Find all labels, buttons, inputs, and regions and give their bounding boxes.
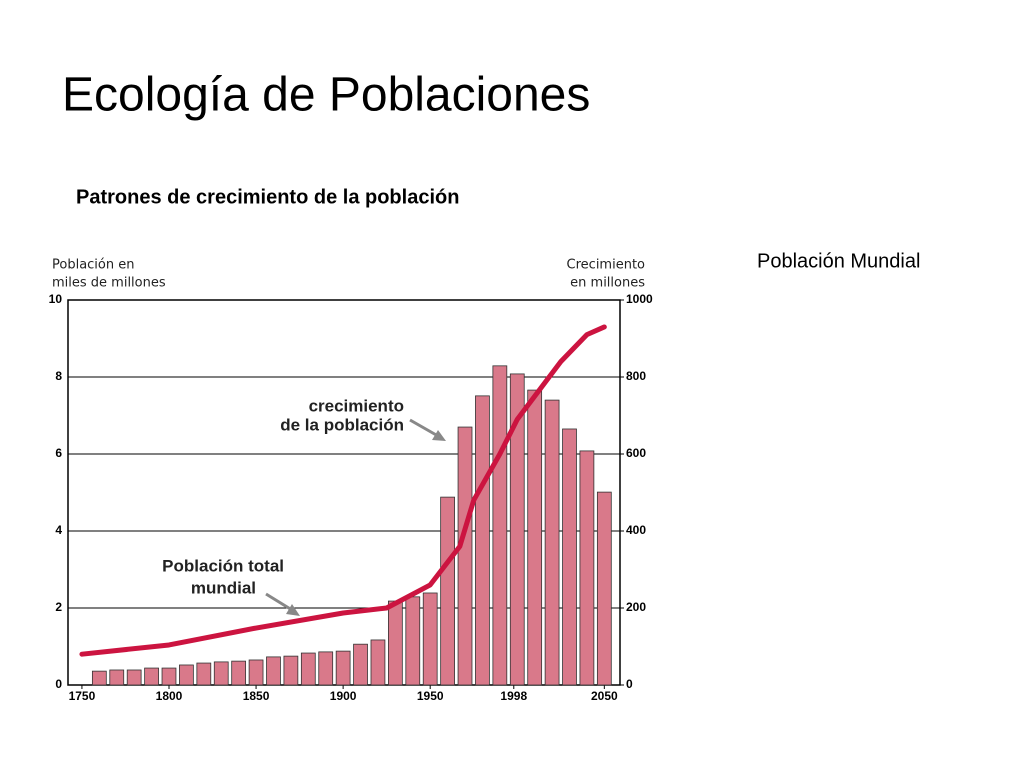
x-tick-label: 1900	[330, 689, 357, 703]
bar	[300, 652, 316, 686]
y2-tick-label: 0	[626, 677, 633, 691]
y2-tick-label: 400	[626, 523, 646, 537]
bar	[248, 659, 264, 686]
slide-title: Ecología de Poblaciones	[62, 69, 590, 122]
annotation: crecimiento	[309, 396, 404, 415]
plot: 0 2 4 6 8 10 0 200 400 600 800 1000 1750 1800 1850 1900…	[49, 292, 653, 703]
bar	[544, 399, 560, 686]
bar	[179, 664, 194, 686]
bar	[492, 365, 508, 686]
bar	[266, 656, 281, 686]
annotation: Población total	[162, 556, 284, 575]
y-tick-label: 6	[55, 446, 62, 460]
bar	[388, 600, 403, 686]
x-tick-label: 2050	[591, 689, 618, 703]
line	[79, 324, 607, 657]
bar	[596, 491, 612, 686]
bar	[283, 655, 299, 686]
bar	[318, 651, 334, 686]
bar	[213, 661, 229, 686]
arrows	[265, 418, 446, 616]
bar	[144, 667, 159, 686]
y-tick-label: 8	[55, 369, 62, 383]
bar	[440, 496, 455, 686]
y2-tick-label: 600	[626, 446, 646, 460]
bar	[353, 643, 368, 686]
bar	[579, 450, 595, 686]
bar	[527, 389, 543, 686]
y-tick-label: 4	[55, 523, 62, 537]
slide-subtitle: Patrones de crecimiento de la población	[76, 186, 459, 208]
y-tick-label: 0	[55, 677, 62, 691]
bar	[161, 667, 177, 686]
y2-tick-label: 800	[626, 369, 646, 383]
y-axis-label: miles de millones	[52, 276, 166, 291]
y2-tick-label: 200	[626, 600, 646, 614]
y-tick-label: 2	[55, 600, 62, 614]
y-axis-label: Población en	[52, 258, 134, 273]
bar	[91, 670, 107, 686]
y2-axis-label: Crecimiento	[567, 258, 646, 273]
y2-tick-label: 1000	[626, 292, 653, 306]
bar	[562, 428, 577, 686]
annotation: de la población	[280, 415, 404, 434]
bar	[509, 373, 525, 686]
x-tick-label: 1850	[243, 689, 270, 703]
bar	[335, 650, 351, 686]
x-tick-label: 1998	[500, 689, 527, 703]
y2-axis-label: en millones	[570, 276, 645, 291]
bar	[457, 426, 473, 686]
bar	[475, 395, 490, 686]
bar	[231, 660, 247, 686]
x-tick-label: 1950	[417, 689, 444, 703]
x-tick-label: 1750	[69, 689, 96, 703]
bar	[126, 669, 142, 686]
caption: Población Mundial	[757, 250, 920, 272]
x-tick-label: 1800	[156, 689, 183, 703]
bar	[370, 639, 386, 686]
bar	[422, 592, 438, 686]
bar	[196, 662, 212, 686]
bar	[405, 596, 421, 686]
bar	[109, 669, 125, 686]
y-tick-label: 10	[49, 292, 63, 306]
annotation: mundial	[191, 578, 256, 597]
